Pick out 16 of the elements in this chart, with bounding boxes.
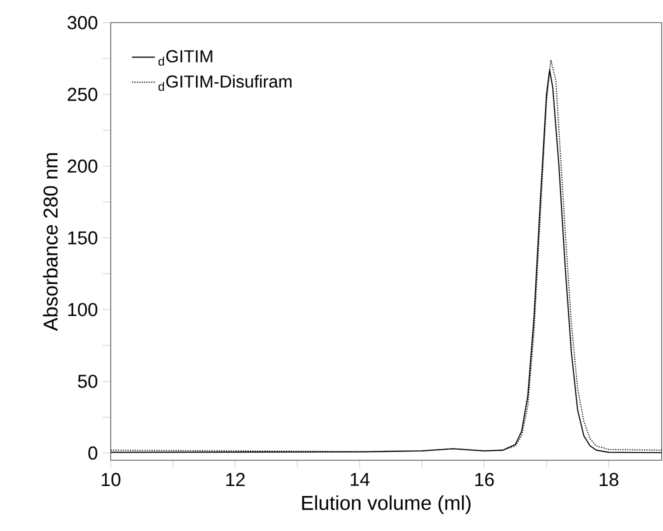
y-tick-label: 0 bbox=[88, 446, 98, 460]
x-tick-label: 12 bbox=[226, 472, 245, 486]
y-tick-label: 50 bbox=[78, 374, 98, 388]
y-tick-label: 150 bbox=[68, 231, 98, 245]
legend-label: $_{d}$GITIM bbox=[158, 50, 212, 66]
y-tick-label: 100 bbox=[68, 302, 98, 316]
x-tick-label: 10 bbox=[102, 472, 120, 486]
x-tick-label: 18 bbox=[600, 472, 618, 486]
legend-label: $_{d}$GITIM-Disufiram bbox=[158, 74, 292, 91]
y-tick-label: 300 bbox=[68, 16, 98, 30]
y-axis-title: Absorbance 280 nm bbox=[42, 153, 58, 331]
x-axis-title: Elution volume (ml) bbox=[302, 495, 471, 514]
x-tick-label: 16 bbox=[475, 472, 494, 486]
y-tick-label: 250 bbox=[68, 88, 98, 102]
y-tick-label: 200 bbox=[68, 160, 98, 173]
x-tick-label: 14 bbox=[350, 472, 370, 486]
